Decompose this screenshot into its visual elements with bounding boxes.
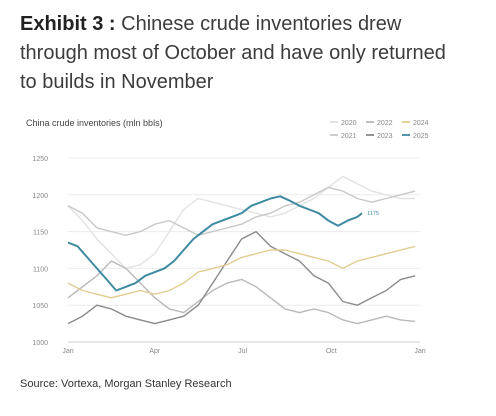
chart-title: China crude inventories (mln bbls) <box>26 118 163 128</box>
legend-label-2025: 2025 <box>413 133 429 140</box>
legend-label-2022: 2022 <box>377 120 393 127</box>
chart-annotations: 1175 <box>367 211 379 217</box>
legend-label-2021: 2021 <box>341 133 357 140</box>
x-axis: Jan Apr Jul Oct Jan <box>62 341 426 355</box>
legend-label-2024: 2024 <box>413 120 429 127</box>
source-note: Source: Vortexa, Morgan Stanley Research <box>20 378 232 390</box>
chart-series-lines <box>67 175 416 325</box>
y-tick-label: 1150 <box>33 230 48 237</box>
chart-container: China crude inventories (mln bbls) 1000 1… <box>0 108 496 370</box>
x-tick-label: Oct <box>326 348 337 355</box>
y-tick-label: 1200 <box>32 193 48 200</box>
series-line-2025 <box>67 195 363 292</box>
x-tick-label: Jan <box>62 348 73 355</box>
y-tick-label: 1100 <box>33 266 48 273</box>
exhibit-label: Exhibit 3 : <box>20 13 116 35</box>
x-tick-label: Apr <box>149 348 161 355</box>
y-tick-label: 1250 <box>32 156 48 163</box>
y-tick-label: 1000 <box>32 340 48 347</box>
series-line-2023 <box>67 230 416 325</box>
last-value-label: 1175 <box>367 211 379 217</box>
series-line-2021 <box>67 186 416 236</box>
x-tick-label: Jan <box>414 348 425 355</box>
series-line-2022 <box>67 260 416 325</box>
legend-label-2023: 2023 <box>377 133 393 140</box>
series-line-2024 <box>67 245 416 299</box>
series-line-2020 <box>67 175 416 270</box>
y-axis: 1000 1050 1100 1150 1200 1250 <box>32 156 48 347</box>
y-tick-label: 1050 <box>32 303 48 310</box>
x-tick-label: Jul <box>238 348 247 355</box>
legend-label-2020: 2020 <box>341 120 357 127</box>
exhibit-title: Chinese crude inventories drew through m… <box>20 13 446 93</box>
chart-legend: 2020 2021 2022 2023 2024 2025 <box>330 120 429 140</box>
exhibit-header: Exhibit 3 : Chinese crude inventories dr… <box>20 10 460 97</box>
